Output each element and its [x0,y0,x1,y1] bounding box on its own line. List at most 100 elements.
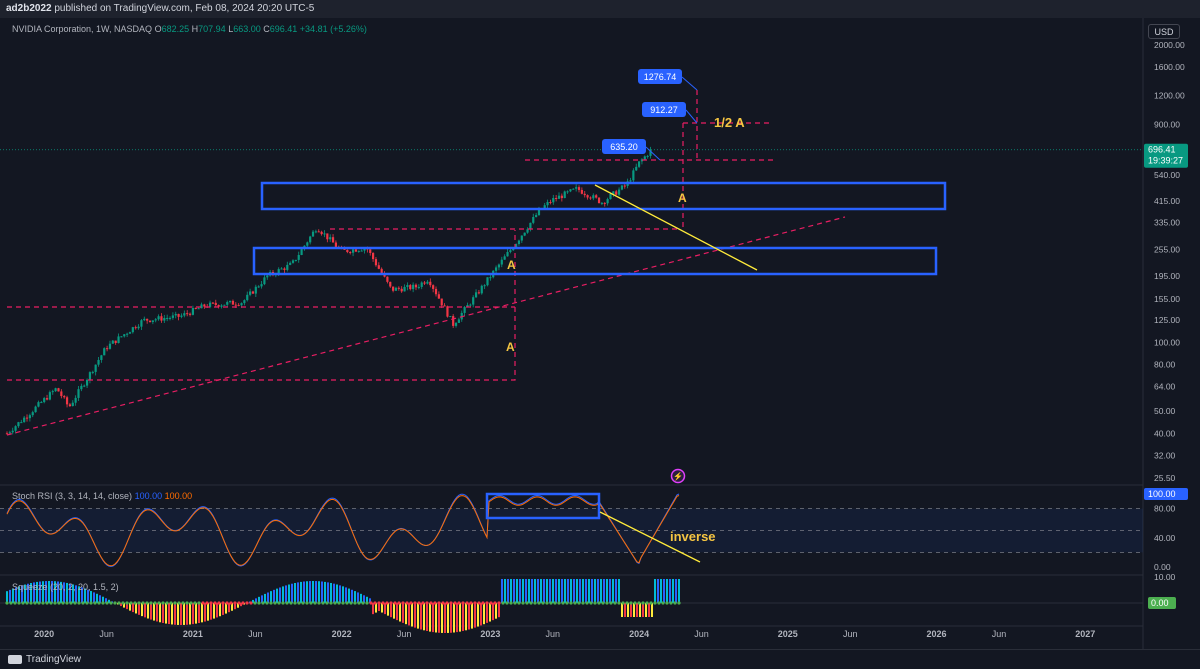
candle-body [25,417,29,419]
candle-body [194,308,197,310]
squeeze-legend[interactable]: Squeeze (20, 2, 20, 1.5, 2) [12,582,119,592]
candle-body [374,259,378,266]
squeeze-bar [393,603,395,619]
stoch-rsi-legend[interactable]: Stoch RSI (3, 3, 14, 14, close) 100.00 1… [12,491,192,501]
squeeze-bar [678,579,680,603]
squeeze-bar [342,586,344,603]
candle-body [177,313,180,317]
candle-body [469,304,472,306]
squeeze-bar [645,603,647,617]
candle-body [211,302,215,304]
candle-body [166,317,169,319]
squeeze-bar [513,579,515,603]
candle-body [432,285,435,289]
candle-body [351,249,355,253]
squeeze-bar [171,603,173,625]
squeeze-dot [77,601,81,605]
candle-body [580,189,583,194]
squeeze-bar [126,603,128,610]
candle-body [595,195,598,198]
squeeze-bar [660,579,662,603]
squeeze-bar [153,603,155,621]
squeeze-bar [156,603,158,622]
squeeze-bar [444,603,446,633]
squeeze-bar [441,603,443,633]
squeeze-dot [393,601,397,605]
currency-button[interactable]: USD [1148,24,1180,39]
candle-body [635,166,638,171]
squeeze-dot [45,601,49,605]
squeeze-bar [12,588,14,603]
squeeze-bar [540,579,542,603]
squeeze-bar [474,603,476,628]
squeeze-bar [186,603,188,625]
squeeze-bar [372,603,374,615]
candle-body [314,231,317,233]
author-name[interactable]: ad2b2022 [6,3,52,14]
candle-body [23,417,26,423]
squeeze-dot [641,601,645,605]
candle-body [163,318,166,321]
footer-brand[interactable]: TradingView [26,654,82,665]
candle-body [409,285,412,290]
squeeze-bar [564,579,566,603]
candle-body [151,320,154,323]
squeeze-bar [333,583,335,603]
squeeze-dot [325,601,329,605]
candle-body [514,244,518,249]
squeeze-dot [9,601,13,605]
candle-body [277,269,280,275]
candle-body [220,305,223,307]
candle-body [426,281,429,284]
squeeze-bar [459,603,461,632]
squeeze-bar [606,579,608,603]
candle-body [537,208,541,216]
candle-body [54,388,57,392]
squeeze-bar [357,592,359,603]
squeeze-dot [653,601,657,605]
price-tick-label: 335.00 [1154,217,1180,227]
squeeze-bar [75,585,77,603]
squeeze-bar [567,579,569,603]
stoch-d-value: 100.00 [164,491,193,501]
dashed-projection-line [7,230,516,381]
price-tick-label: 1600.00 [1154,62,1185,72]
squeeze-dot [609,601,613,605]
squeeze-bar [282,586,284,603]
candle-body [474,292,478,298]
squeeze-bar [555,579,557,603]
squeeze-bar [507,579,509,603]
candle-body [320,231,323,235]
a-marker: A [507,258,516,272]
squeeze-bar [258,596,260,603]
candle-body [251,291,255,294]
candle-body [200,304,203,309]
squeeze-dot [53,601,57,605]
squeeze-bar [144,603,146,618]
squeeze-bar [276,588,278,603]
squeeze-bar [447,603,449,633]
candle-body [14,426,17,431]
candle-body [71,402,74,407]
squeeze-dot [281,601,285,605]
squeeze-bar [84,588,86,603]
squeeze-dot [489,601,493,605]
squeeze-bar [195,603,197,624]
squeeze-bar [240,603,242,607]
candle-body [389,281,392,287]
squeeze-bar [345,587,347,603]
squeeze-bar [150,603,152,620]
candle-body [643,156,646,160]
candle-body [309,236,312,243]
squeeze-bar [489,603,491,622]
squeeze-bar [453,603,455,633]
squeeze-dot [89,601,93,605]
squeeze-bar [318,581,320,603]
candle-body [483,285,486,287]
candle-body [649,149,652,156]
squeeze-dot [433,601,437,605]
squeeze-bar [39,581,41,603]
squeeze-dot [477,601,481,605]
candle-body [180,315,183,317]
